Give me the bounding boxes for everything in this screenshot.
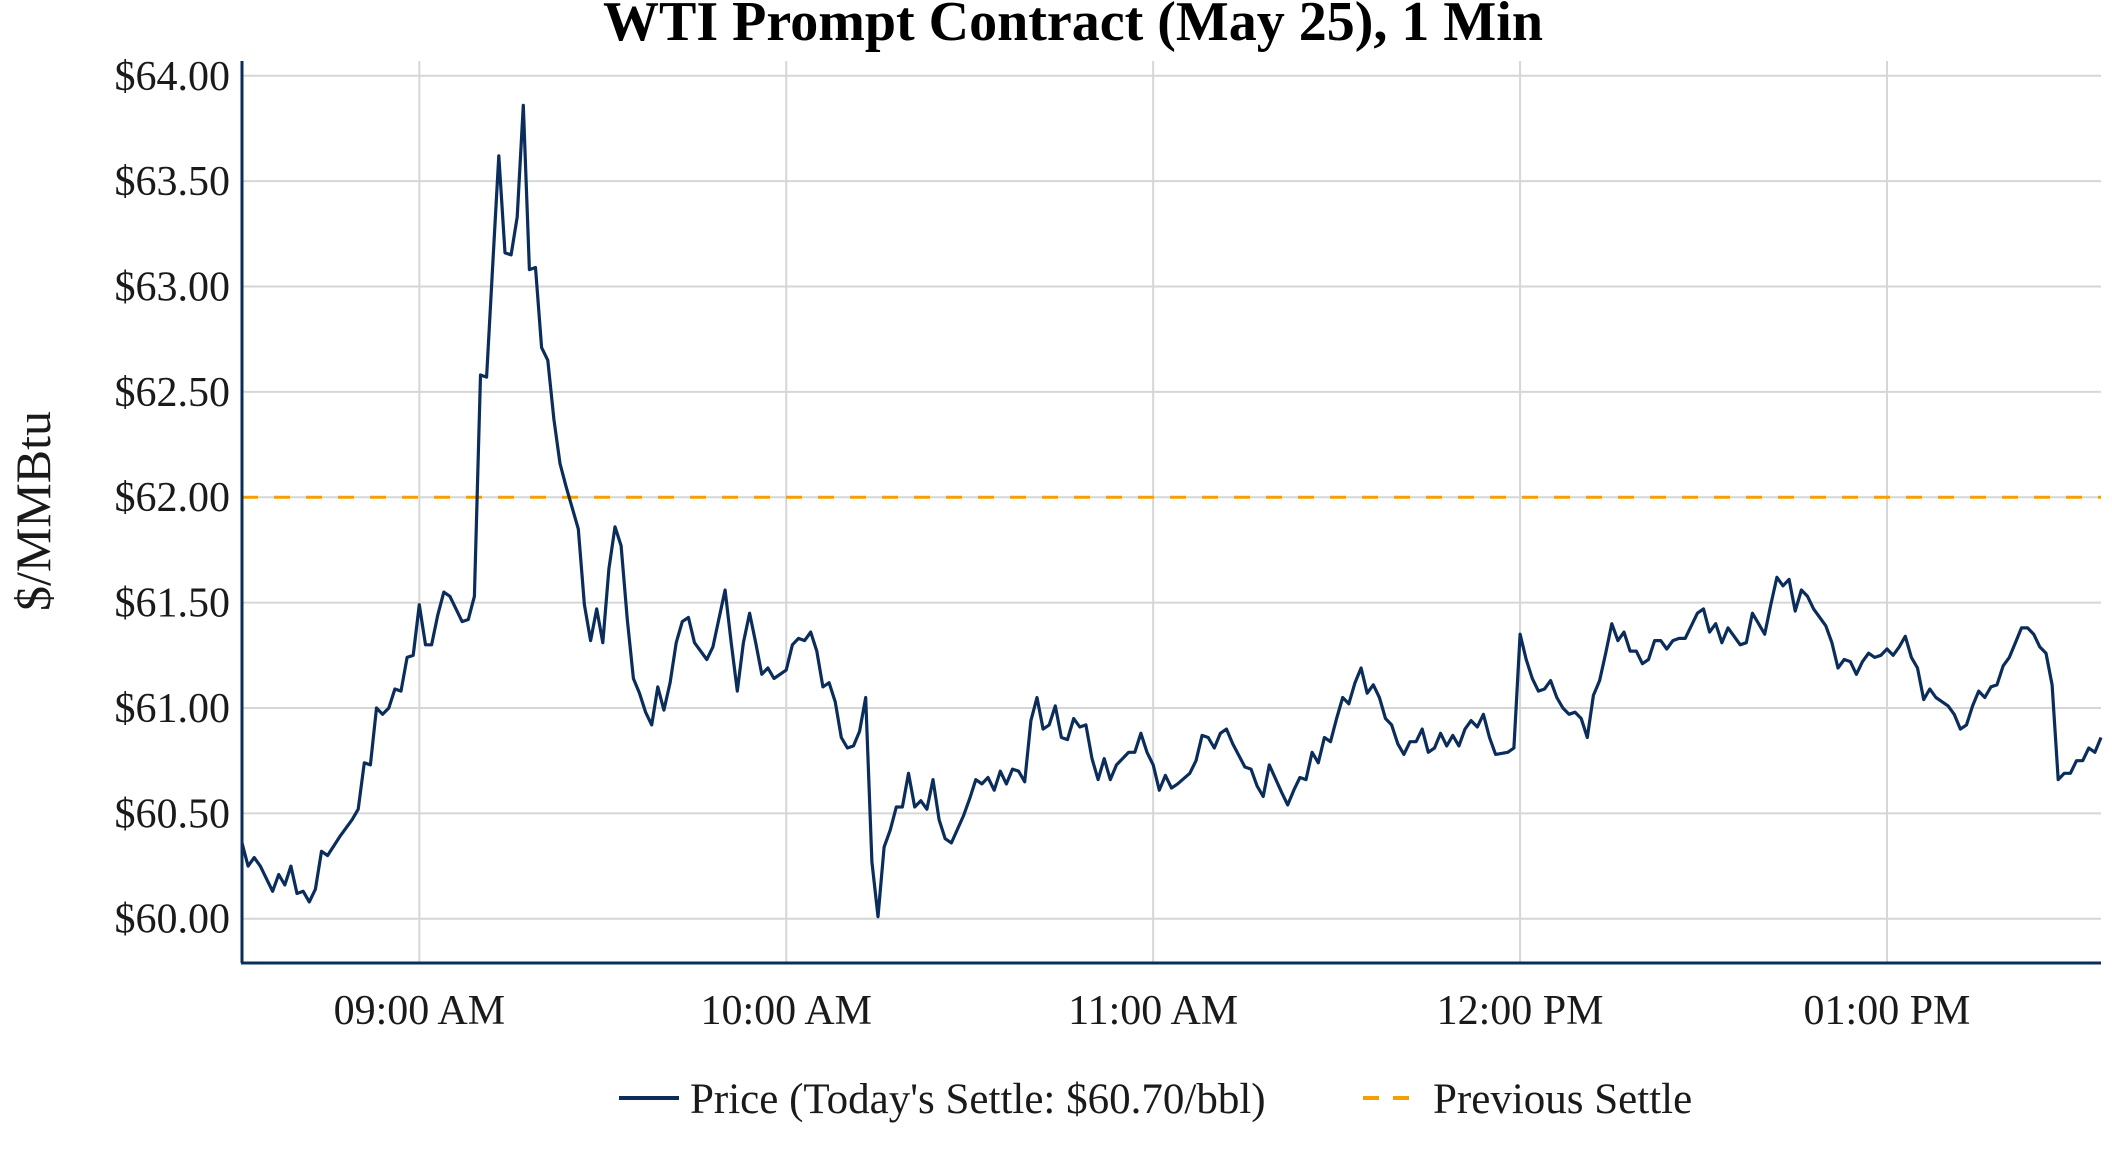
y-tick-label: $61.50 (115, 581, 231, 627)
y-axis-label: $/MMBtu (5, 411, 61, 611)
y-tick-label: $63.00 (115, 265, 231, 311)
legend-item-price[interactable]: Price (Today's Settle: $60.70/bbl) (619, 1076, 1266, 1123)
x-tick-label: 09:00 AM (334, 988, 506, 1034)
price-series-line (240, 103, 2103, 919)
y-axis-ticks: $60.00 $60.50 $61.00 $61.50 $62.00 $62.50 $63.… (115, 54, 231, 943)
y-tick-label: $64.00 (115, 54, 231, 100)
y-tick-label: $61.00 (115, 686, 231, 732)
x-axis-ticks: 09:00 AM 10:00 AM 11:00 AM 12:00 PM 01:00 PM (334, 988, 1971, 1034)
x-tick-label: 01:00 PM (1804, 988, 1971, 1034)
x-tick-label: 10:00 AM (700, 988, 872, 1034)
grid (242, 61, 2101, 963)
y-tick-label: $60.50 (115, 791, 231, 837)
legend-label-price: Price (Today's Settle: $60.70/bbl) (690, 1076, 1266, 1123)
legend: Price (Today's Settle: $60.70/bbl) Previ… (619, 1076, 1692, 1123)
chart-title: WTI Prompt Contract (May 25), 1 Min (603, 0, 1543, 53)
legend-label-previous-settle: Previous Settle (1433, 1076, 1692, 1123)
y-tick-label: $62.00 (115, 475, 231, 521)
y-tick-label: $62.50 (115, 370, 231, 416)
y-tick-label: $63.50 (115, 159, 231, 205)
x-tick-label: 11:00 AM (1068, 988, 1238, 1034)
y-tick-label: $60.00 (115, 897, 231, 943)
x-tick-label: 12:00 PM (1437, 988, 1604, 1034)
legend-item-previous-settle[interactable]: Previous Settle (1363, 1076, 1692, 1123)
